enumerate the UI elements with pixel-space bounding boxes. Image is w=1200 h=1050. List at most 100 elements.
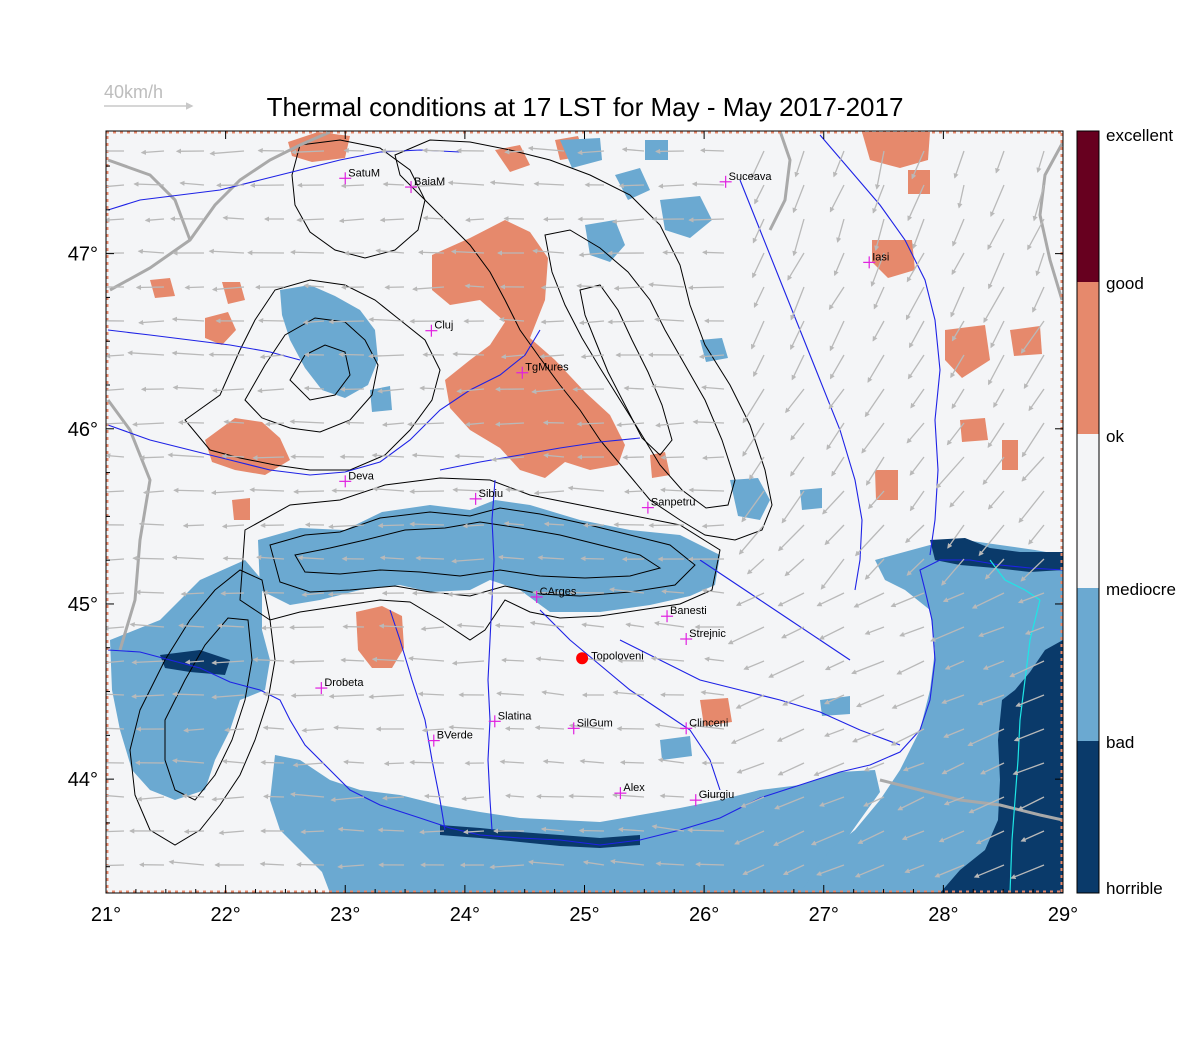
wind-arrow xyxy=(987,422,1005,448)
wind-arrow xyxy=(1027,218,1045,251)
wind-arrow xyxy=(106,625,125,631)
wind-arrow xyxy=(411,452,445,458)
wind-arrow xyxy=(383,760,405,767)
wind-arrow xyxy=(289,791,325,798)
wind-arrow xyxy=(290,693,325,699)
wind-reference-label: 40km/h xyxy=(104,82,163,102)
wind-arrow xyxy=(568,793,605,799)
wind-arrow xyxy=(773,830,805,846)
wind-arrow xyxy=(942,592,965,603)
wind-arrow xyxy=(781,626,805,639)
city-label: Strejnic xyxy=(689,628,726,640)
city-label: BVerde xyxy=(437,730,473,742)
borders xyxy=(106,131,1063,822)
wind-arrow xyxy=(417,691,445,697)
wind-arrow xyxy=(494,421,525,427)
mediocre-zone-north-2 xyxy=(615,168,650,200)
wind-arrow xyxy=(211,387,245,394)
wind-arrow xyxy=(1010,864,1045,879)
wind-arrow xyxy=(790,320,805,351)
wind-arrow xyxy=(535,656,565,662)
wind-arrow xyxy=(301,591,325,598)
wind-arrow xyxy=(340,183,365,189)
wind-arrow xyxy=(691,181,725,187)
wind-arrow xyxy=(258,317,285,324)
wind-arrow xyxy=(943,728,965,738)
wind-arrow xyxy=(498,316,525,323)
wind-arrow xyxy=(534,725,565,731)
wind-arrow xyxy=(941,762,965,775)
lon-tick-label: 23° xyxy=(330,904,360,926)
lon-tick-label: 22° xyxy=(211,904,241,926)
wind-arrow xyxy=(753,286,765,308)
wind-arrow xyxy=(259,354,285,360)
wind-arrow xyxy=(182,523,205,529)
city-label: Clinceni xyxy=(689,717,728,729)
wind-arrow xyxy=(106,217,125,223)
wind-arrow xyxy=(688,487,725,493)
contour-apuseni-inner xyxy=(244,317,379,433)
wind-arrow xyxy=(623,489,645,495)
wind-arrow xyxy=(616,422,645,428)
wind-arrow xyxy=(909,490,925,512)
city-marker: BVerde xyxy=(427,730,473,747)
wind-arrow xyxy=(701,523,725,529)
good-zone-apuseni xyxy=(205,418,290,475)
wind-arrow xyxy=(422,147,445,154)
wind-arrow xyxy=(171,691,205,697)
lon-tick-label: 29° xyxy=(1048,904,1078,926)
wind-arrow xyxy=(290,149,325,155)
wind-arrow xyxy=(1021,422,1045,458)
city-label: SilGum xyxy=(577,717,613,729)
wind-arrow xyxy=(695,861,725,867)
wind-arrow xyxy=(831,456,845,477)
wind-arrow xyxy=(778,524,805,552)
good-zone-ne-1 xyxy=(862,132,930,168)
wind-arrow xyxy=(536,793,565,800)
highlight-location-dot xyxy=(576,652,589,665)
city-label: TgMures xyxy=(525,362,569,374)
wind-arrow xyxy=(301,727,325,733)
wind-arrow xyxy=(371,656,405,663)
wind-arrow xyxy=(833,150,845,178)
mediocre-zone-southern-carpathians xyxy=(258,500,720,612)
wind-arrow xyxy=(456,388,485,394)
wind-arrow xyxy=(905,524,925,544)
wind-arrow xyxy=(987,218,1005,251)
wind-arrow xyxy=(868,490,885,510)
wind-arrow xyxy=(984,558,1005,580)
wind-arrow xyxy=(580,353,605,360)
wind-arrow xyxy=(790,286,805,321)
wind-arrow xyxy=(450,249,485,255)
river-arges xyxy=(539,609,721,791)
wind-arrow xyxy=(655,422,685,428)
wind-arrow xyxy=(947,524,965,549)
contour-southern-carpathians-inner xyxy=(269,507,696,597)
city-marker: Clinceni xyxy=(680,717,728,735)
city-marker: SatuM xyxy=(339,167,380,185)
contour-east-carpathians-core xyxy=(579,284,673,456)
wind-arrow xyxy=(651,824,685,832)
wind-arrow xyxy=(223,419,245,425)
mediocre-zone-east-carpathians xyxy=(730,478,770,520)
wind-arrow xyxy=(260,625,285,631)
city-label: SatuM xyxy=(348,167,380,179)
wind-arrow xyxy=(371,452,405,459)
wind-arrow xyxy=(699,147,725,153)
wind-arrow xyxy=(252,657,285,663)
wind-arrow xyxy=(208,248,245,254)
good-zone-iasi-1 xyxy=(872,240,915,278)
city-markers: SatuM BaiaM Suceava Iasi Cluj TgMures Deva Sibi… xyxy=(315,167,889,807)
wind-arrow xyxy=(209,150,245,156)
coast-delta xyxy=(989,559,1041,601)
wind-arrow xyxy=(454,453,485,459)
wind-arrow xyxy=(1036,150,1045,173)
wind-arrow xyxy=(978,626,1005,638)
wind-arrow xyxy=(1017,796,1045,811)
contour-north-hills xyxy=(291,139,426,259)
wind-arrow xyxy=(1015,694,1045,707)
wind-arrow xyxy=(372,486,405,492)
wind-arrow xyxy=(257,388,285,394)
wind-arrow xyxy=(740,796,765,808)
wind-arrow xyxy=(260,759,285,766)
